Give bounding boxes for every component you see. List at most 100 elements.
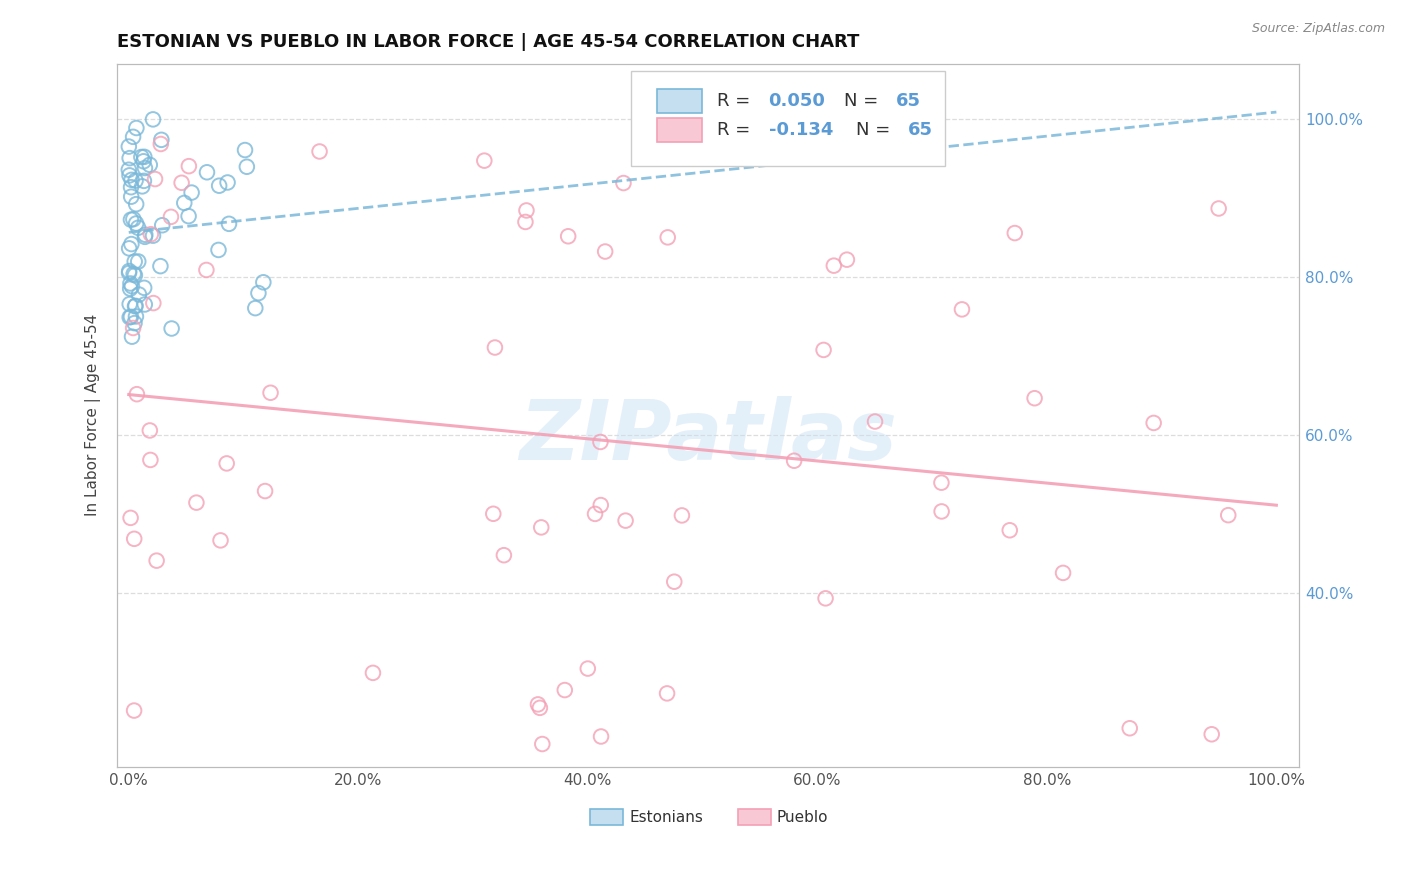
Point	[180, 186, 202, 200]
Point	[1004, 226, 1026, 240]
Point	[671, 508, 693, 523]
Point	[813, 343, 835, 357]
Point	[218, 217, 240, 231]
Point	[207, 243, 229, 257]
Point	[124, 268, 146, 283]
Point	[143, 172, 166, 186]
Point	[134, 150, 156, 164]
Point	[863, 415, 886, 429]
Point	[554, 683, 576, 698]
Point	[125, 310, 148, 324]
Point	[208, 178, 231, 193]
Point	[124, 299, 146, 313]
Point	[593, 244, 616, 259]
Text: R =: R =	[717, 121, 755, 139]
FancyBboxPatch shape	[738, 809, 770, 825]
Point	[177, 159, 200, 173]
Point	[814, 591, 837, 606]
Point	[134, 230, 156, 244]
Point	[127, 254, 149, 268]
Point	[122, 532, 145, 546]
Point	[139, 227, 162, 242]
Text: Estonians: Estonians	[628, 810, 703, 824]
Point	[120, 190, 142, 204]
Point	[361, 665, 384, 680]
Point	[245, 301, 267, 315]
Point	[835, 252, 858, 267]
FancyBboxPatch shape	[591, 809, 623, 825]
Point	[120, 277, 142, 291]
Point	[233, 143, 256, 157]
Point	[655, 686, 678, 700]
Point	[134, 227, 156, 242]
Point	[118, 169, 141, 183]
Point	[134, 297, 156, 311]
Point	[122, 212, 145, 227]
Point	[127, 220, 149, 235]
Text: 65: 65	[908, 121, 934, 139]
Point	[664, 574, 686, 589]
Point	[121, 329, 143, 343]
Point	[150, 219, 173, 233]
Point	[122, 129, 145, 144]
Point	[783, 454, 806, 468]
Point	[482, 507, 505, 521]
Point	[142, 296, 165, 310]
Text: Source: ZipAtlas.com: Source: ZipAtlas.com	[1251, 22, 1385, 36]
Point	[120, 180, 142, 194]
Point	[195, 263, 218, 277]
Point	[557, 229, 579, 244]
Point	[118, 241, 141, 255]
Point	[217, 176, 239, 190]
Point	[139, 424, 162, 438]
Point	[145, 554, 167, 568]
Point	[589, 434, 612, 449]
Point	[472, 153, 495, 168]
Text: -0.134: -0.134	[769, 121, 832, 139]
Point	[259, 385, 281, 400]
Point	[142, 228, 165, 243]
Point	[124, 299, 146, 313]
Point	[531, 737, 554, 751]
Text: ZIPatlas: ZIPatlas	[519, 396, 897, 477]
Text: N =: N =	[844, 92, 884, 110]
Point	[527, 698, 550, 712]
Point	[254, 483, 277, 498]
Point	[252, 275, 274, 289]
Point	[124, 316, 146, 330]
Point	[1218, 508, 1240, 523]
Point	[131, 150, 153, 164]
Point	[236, 160, 259, 174]
Point	[529, 701, 551, 715]
Y-axis label: In Labor Force | Age 45-54: In Labor Force | Age 45-54	[86, 314, 101, 516]
FancyBboxPatch shape	[658, 89, 703, 112]
Point	[124, 254, 146, 268]
Point	[125, 217, 148, 231]
Point	[1208, 202, 1230, 216]
Point	[160, 210, 183, 224]
Point	[118, 297, 141, 311]
Text: N =: N =	[856, 121, 896, 139]
Point	[132, 154, 155, 169]
Point	[134, 281, 156, 295]
Point	[823, 259, 845, 273]
Point	[576, 662, 599, 676]
Point	[589, 730, 612, 744]
Point	[492, 548, 515, 562]
Point	[149, 259, 172, 273]
Point	[612, 176, 634, 190]
Point	[122, 704, 145, 718]
Point	[515, 215, 537, 229]
Point	[530, 520, 553, 534]
Text: Pueblo: Pueblo	[778, 810, 828, 824]
Point	[308, 145, 330, 159]
Point	[998, 523, 1021, 537]
Point	[142, 112, 165, 127]
Point	[120, 511, 142, 525]
Point	[118, 266, 141, 280]
Point	[118, 310, 141, 325]
Point	[124, 173, 146, 187]
Point	[131, 179, 153, 194]
Point	[950, 302, 973, 317]
Point	[125, 197, 148, 211]
